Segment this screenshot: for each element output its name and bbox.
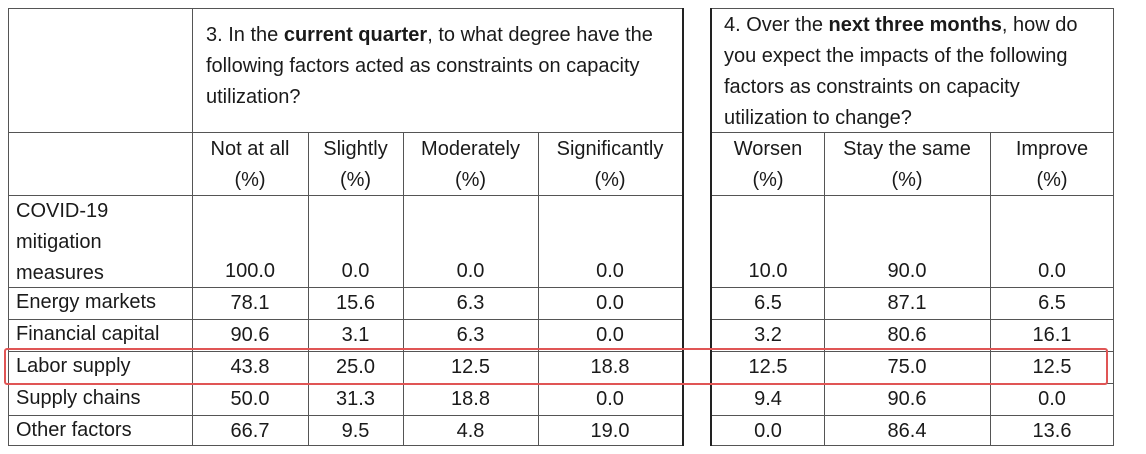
q4-header: 4. Over the next three months, how do yo… <box>714 10 1114 130</box>
q4-prefix: 4. Over the <box>724 14 829 36</box>
q3-bold: current quarter <box>283 24 428 46</box>
row-label-energy: Energy markets <box>16 291 157 313</box>
col-label: Stay the same <box>843 138 971 160</box>
grid-line <box>8 8 9 446</box>
grid-line <box>538 132 539 446</box>
cell: 75.0 <box>887 356 927 378</box>
cell: 86.4 <box>887 420 927 442</box>
grid-line <box>8 287 1114 288</box>
grid-line <box>8 445 1114 446</box>
cell: 0.0 <box>596 388 624 410</box>
cell: 0.0 <box>596 292 624 314</box>
col-unit: (%) <box>454 169 487 191</box>
row-label-financial: Financial capital <box>16 323 160 345</box>
grid-line <box>8 8 1114 9</box>
cell: 80.6 <box>887 324 927 346</box>
cell: 13.6 <box>1032 420 1072 442</box>
col-unit: (%) <box>234 169 266 191</box>
cell: 0.0 <box>1038 260 1066 282</box>
col-header-slightly: Slightly (%) <box>308 134 403 196</box>
row-label-supply-chains: Supply chains <box>16 387 141 409</box>
col-unit: (%) <box>891 169 923 191</box>
col-unit: (%) <box>594 169 626 191</box>
col-label: Significantly <box>556 138 664 160</box>
grid-line <box>1113 8 1114 446</box>
cell: 6.5 <box>754 292 782 314</box>
cell: 0.0 <box>596 260 624 282</box>
q3-header: 3. In the current quarter, to what degre… <box>196 20 684 130</box>
cell: 78.1 <box>230 292 270 314</box>
col-label: Not at all <box>210 138 290 160</box>
grid-line <box>8 351 1114 352</box>
cell: 4.8 <box>456 420 485 442</box>
cell: 90.6 <box>230 324 270 346</box>
col-header-not-at-all: Not at all (%) <box>192 134 308 196</box>
capacity-constraints-table: 3. In the current quarter, to what degre… <box>4 8 1114 446</box>
col-header-improve: Improve (%) <box>990 134 1114 196</box>
cell: 31.3 <box>336 388 375 410</box>
q3-suffix: , to what degree have the following fact… <box>206 24 653 108</box>
row-label-covid: COVID-19 mitigation measures <box>16 200 109 284</box>
row-label-other: Other factors <box>16 419 132 441</box>
grid-line <box>8 132 1114 133</box>
cell: 90.6 <box>887 388 927 410</box>
cell: 25.0 <box>336 356 375 378</box>
grid-line <box>192 8 193 446</box>
cell: 9.5 <box>341 420 370 442</box>
cell: 10.0 <box>748 260 788 282</box>
grid-line <box>824 132 825 446</box>
q3-prefix: 3. In the <box>206 24 284 46</box>
col-header-moderately: Moderately (%) <box>403 134 538 196</box>
col-header-significantly: Significantly (%) <box>538 134 682 196</box>
cell: 100.0 <box>224 260 276 282</box>
cell: 6.5 <box>1038 292 1066 314</box>
col-header-stay-the-same: Stay the same (%) <box>824 134 990 196</box>
col-label: Improve <box>1015 138 1089 160</box>
cell: 19.0 <box>590 420 630 442</box>
cell: 0.0 <box>596 324 624 346</box>
grid-line <box>8 319 1114 320</box>
grid-line <box>308 132 309 446</box>
cell: 3.2 <box>754 324 782 346</box>
grid-line <box>403 132 404 446</box>
col-unit: (%) <box>752 169 784 191</box>
cell: 87.1 <box>887 292 927 314</box>
cell: 12.5 <box>1032 356 1072 378</box>
cell: 50.0 <box>230 388 270 410</box>
q4-suffix: , how do you expect the impacts of the f… <box>724 14 1078 129</box>
grid-line <box>8 415 1114 416</box>
col-unit: (%) <box>1036 169 1068 191</box>
row-highlight-box <box>4 348 1108 385</box>
section-divider <box>682 8 712 446</box>
row-label-labor: Labor supply <box>16 355 131 377</box>
cell: 90.0 <box>887 260 927 282</box>
cell: 12.5 <box>748 356 788 378</box>
cell: 18.8 <box>590 356 630 378</box>
cell: 15.6 <box>336 292 375 314</box>
grid-line <box>8 195 1114 196</box>
cell: 9.4 <box>754 388 782 410</box>
cell: 43.8 <box>230 356 270 378</box>
cell: 3.1 <box>341 324 370 346</box>
cell: 0.0 <box>341 260 370 282</box>
cell: 0.0 <box>456 260 485 282</box>
cell: 0.0 <box>1038 388 1066 410</box>
cell: 18.8 <box>451 388 490 410</box>
cell: 16.1 <box>1032 324 1072 346</box>
grid-line <box>990 132 991 446</box>
col-label: Worsen <box>733 138 803 160</box>
cell: 6.3 <box>456 324 485 346</box>
col-label: Moderately <box>421 138 520 160</box>
cell: 12.5 <box>451 356 490 378</box>
col-header-worsen: Worsen (%) <box>712 134 824 196</box>
cell: 66.7 <box>230 420 270 442</box>
col-label: Slightly <box>323 138 388 160</box>
q4-bold: next three months <box>828 14 1002 36</box>
col-unit: (%) <box>339 169 372 191</box>
cell: 6.3 <box>456 292 485 314</box>
cell: 0.0 <box>754 420 782 442</box>
